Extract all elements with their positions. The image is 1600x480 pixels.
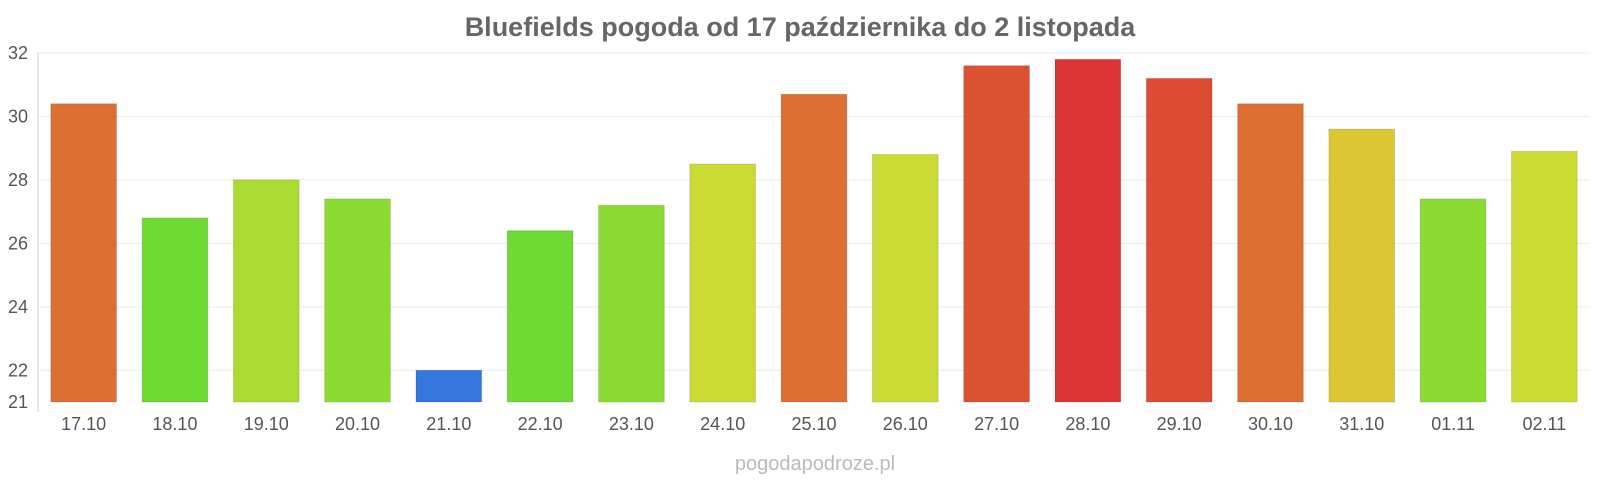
bar-27.10 <box>963 65 1030 403</box>
x-tick-label: 02.11 <box>1522 414 1566 434</box>
x-tick-label: 20.10 <box>335 414 380 434</box>
x-axis: 17.10 18.10 19.10 20.10 21.10 22.10 23.10 24.10… <box>61 414 1566 434</box>
bar-01.11 <box>1419 198 1487 403</box>
bar-22.10 <box>506 230 574 403</box>
x-tick-label: 01.11 <box>1431 414 1475 434</box>
bar-30.10 <box>1237 103 1304 403</box>
bar-31.10 <box>1328 128 1396 403</box>
x-tick-label: 24.10 <box>700 414 745 434</box>
bar-19.10 <box>232 179 300 403</box>
x-tick-label: 26.10 <box>883 414 928 434</box>
y-tick-label: 22 <box>8 360 28 380</box>
bar-20.10 <box>324 198 391 403</box>
bar-26.10 <box>871 154 939 403</box>
x-tick-label: 27.10 <box>974 414 1019 434</box>
bar-24.10 <box>689 163 757 403</box>
bar-18.10 <box>141 217 209 403</box>
bar-23.10 <box>598 204 665 403</box>
y-tick-label: 32 <box>8 43 28 63</box>
bar-29.10 <box>1145 77 1213 403</box>
y-tick-label: 26 <box>8 233 28 253</box>
x-tick-label: 17.10 <box>61 414 106 434</box>
x-tick-label: 23.10 <box>609 414 654 434</box>
bars <box>50 58 1578 403</box>
x-tick-label: 28.10 <box>1065 414 1110 434</box>
bar-25.10 <box>780 93 848 403</box>
y-tick-label: 24 <box>8 297 28 317</box>
bar-28.10 <box>1054 58 1122 403</box>
y-tick-label: 28 <box>8 170 28 190</box>
x-tick-label: 21.10 <box>426 414 471 434</box>
y-tick-label: 30 <box>8 106 28 126</box>
x-tick-label: 29.10 <box>1157 414 1202 434</box>
x-tick-label: 22.10 <box>518 414 563 434</box>
x-tick-label: 30.10 <box>1248 414 1293 434</box>
x-tick-label: 18.10 <box>152 414 197 434</box>
y-axis: 21 22 24 26 28 30 32 <box>8 43 39 412</box>
chart-title: Bluefields pogoda od 17 października do … <box>465 12 1137 42</box>
bar-02.11 <box>1510 150 1578 403</box>
x-tick-label: 31.10 <box>1339 414 1384 434</box>
x-tick-label: 19.10 <box>244 414 289 434</box>
bar-21.10 <box>415 369 483 403</box>
y-tick-label: 21 <box>8 392 28 412</box>
x-tick-label: 25.10 <box>791 414 836 434</box>
watermark: pogodapodroze.pl <box>735 453 895 475</box>
bar-17.10 <box>50 103 118 403</box>
